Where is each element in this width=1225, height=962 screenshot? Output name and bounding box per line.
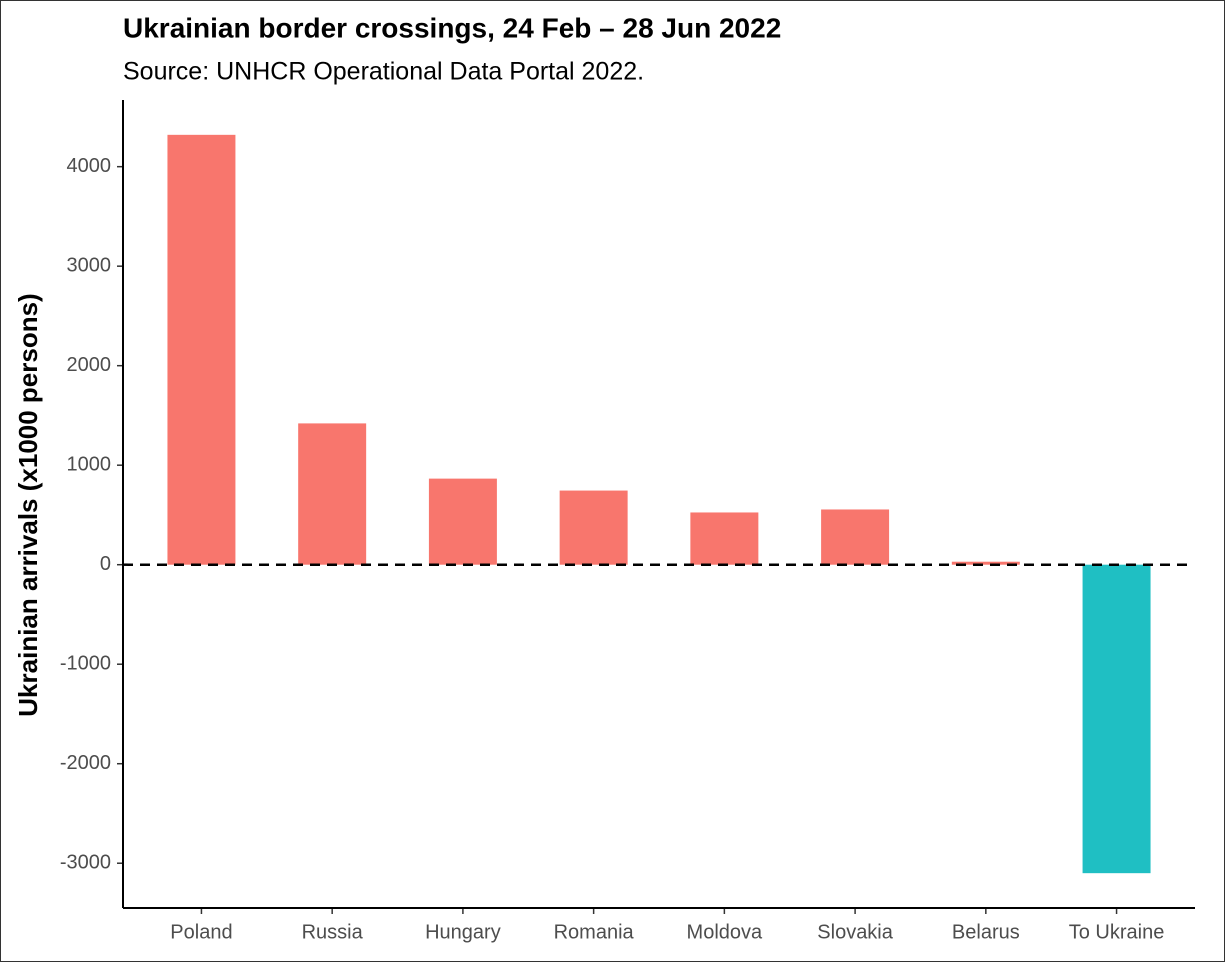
y-tick-label: -1000	[60, 652, 111, 674]
chart-title: Ukrainian border crossings, 24 Feb – 28 …	[123, 12, 781, 43]
x-tick-label: Hungary	[425, 921, 501, 943]
bar	[428, 478, 497, 565]
x-tick-label: Poland	[170, 921, 232, 943]
y-tick-label: 2000	[67, 354, 112, 376]
chart-subtitle: Source: UNHCR Operational Data Portal 20…	[123, 58, 644, 86]
bar	[167, 134, 236, 565]
bar	[951, 561, 1020, 565]
x-tick-label: To Ukraine	[1069, 921, 1165, 943]
bar	[559, 490, 628, 565]
bar	[821, 509, 890, 565]
y-tick-label: -3000	[60, 852, 111, 874]
x-tick-label: Belarus	[952, 921, 1020, 943]
y-tick-label: -2000	[60, 752, 111, 774]
bar	[690, 512, 759, 565]
y-tick-label: 1000	[67, 453, 112, 475]
bar	[298, 423, 367, 565]
x-tick-label: Slovakia	[817, 921, 893, 943]
y-tick-label: 0	[100, 553, 111, 575]
y-tick-label: 3000	[67, 254, 112, 276]
x-tick-label: Russia	[302, 921, 364, 943]
y-axis-title: Ukrainian arrivals (x1000 persons)	[13, 293, 43, 716]
x-tick-label: Romania	[554, 921, 635, 943]
y-tick-label: 4000	[67, 155, 112, 177]
x-tick-label: Moldova	[687, 921, 763, 943]
bar	[1082, 564, 1151, 874]
